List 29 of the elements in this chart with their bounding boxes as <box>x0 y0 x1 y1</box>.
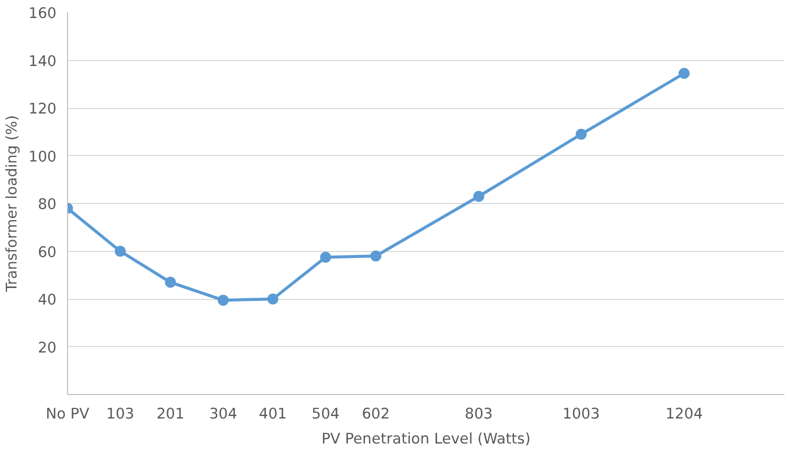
x-tick-label: 201 <box>156 406 184 422</box>
x-tick-label: 103 <box>106 406 134 422</box>
point <box>576 128 587 140</box>
point <box>218 294 229 306</box>
point <box>267 294 278 304</box>
x-tick-label: 504 <box>312 406 340 422</box>
y-tick-label: 40 <box>38 292 57 308</box>
x-tick-label: 401 <box>258 406 287 422</box>
point <box>370 250 382 262</box>
x-tick-label: 1204 <box>665 406 703 422</box>
y-tick-label: 160 <box>28 5 57 22</box>
y-axis-title: Transformer loading (%) <box>4 115 21 293</box>
y-tick-label: 80 <box>38 196 57 213</box>
x-tick-label: 803 <box>464 406 493 422</box>
x-axis-title: PV Penetration Level (Watts) <box>321 430 531 448</box>
x-tick-label: 1003 <box>562 406 600 422</box>
point <box>320 252 332 263</box>
point <box>164 276 176 288</box>
y-tick-label: 120 <box>28 100 57 118</box>
x-tick-label: No PV <box>46 406 90 422</box>
point <box>678 68 690 79</box>
point <box>114 246 126 257</box>
y-tick-label: 20 <box>38 339 57 356</box>
point <box>473 190 484 202</box>
x-tick-label: 602 <box>362 406 390 422</box>
x-tick-label: 304 <box>209 406 238 422</box>
y-tick-label: 100 <box>28 148 57 166</box>
y-tick-label: 60 <box>38 244 57 261</box>
y-tick-label: 140 <box>28 52 57 70</box>
